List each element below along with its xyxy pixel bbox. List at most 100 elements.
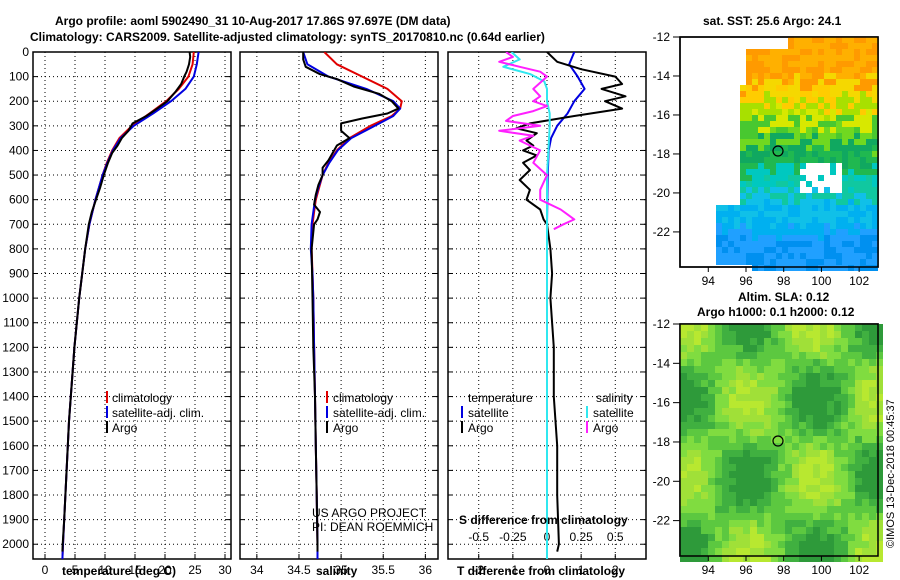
- sla-pixel: [694, 394, 701, 401]
- sla-pixel: [876, 541, 883, 548]
- sst-pixel: [812, 259, 818, 265]
- sst-pixel: [866, 97, 872, 103]
- sla-pixel: [806, 352, 813, 359]
- sla-pixel: [694, 352, 701, 359]
- series-line-temperature-argo: [515, 52, 627, 552]
- sst-pixel: [776, 67, 782, 73]
- sst-pixel: [872, 217, 878, 223]
- sst-pixel: [728, 217, 734, 223]
- sla-pixel: [757, 401, 764, 408]
- sla-pixel: [778, 338, 785, 345]
- sst-pixel: [830, 223, 836, 229]
- sst-pixel: [842, 169, 848, 175]
- sst-pixel: [818, 55, 824, 61]
- sst-pixel: [848, 61, 854, 67]
- sst-pixel: [740, 211, 746, 217]
- sst-pixel: [824, 265, 830, 271]
- sst-pixel: [800, 205, 806, 211]
- sst-pixel: [716, 235, 722, 241]
- sst-pixel: [836, 73, 842, 79]
- sla-pixel: [750, 324, 757, 331]
- sst-pixel: [782, 187, 788, 193]
- depth-tick-labels: 0100200300400500600700800900100011001200…: [2, 45, 29, 551]
- sst-pixel: [776, 247, 782, 253]
- sst-pixel: [842, 97, 848, 103]
- sst-pixel: [794, 55, 800, 61]
- sst-pixel: [770, 133, 776, 139]
- sla-pixel: [708, 471, 715, 478]
- sst-pixel: [866, 199, 872, 205]
- sla-pixel: [722, 422, 729, 429]
- difference-legend-t-satellite: satellite: [468, 406, 509, 420]
- sla-pixel: [820, 443, 827, 450]
- sst-pixel: [830, 109, 836, 115]
- sla-pixel: [743, 478, 750, 485]
- sla-pixel: [792, 485, 799, 492]
- sst-pixel: [788, 37, 794, 43]
- sst-pixel: [866, 193, 872, 199]
- sst-pixel: [734, 229, 740, 235]
- depth-tick-label: 100: [9, 70, 29, 84]
- sst-pixel: [788, 43, 794, 49]
- sst-pixel: [782, 91, 788, 97]
- lat-tick-label: -12: [653, 317, 671, 331]
- sla-pixel: [855, 478, 862, 485]
- sst-pixel: [770, 115, 776, 121]
- sla-pixel: [848, 464, 855, 471]
- sla-pixel: [729, 352, 736, 359]
- sla-pixel: [687, 436, 694, 443]
- sla-pixel: [848, 429, 855, 436]
- sst-pixel: [854, 247, 860, 253]
- sla-pixel: [792, 478, 799, 485]
- sst-pixel: [764, 103, 770, 109]
- sst-pixel: [806, 127, 812, 133]
- sst-pixel: [812, 109, 818, 115]
- sst-pixel: [746, 247, 752, 253]
- sst-pixel: [740, 91, 746, 97]
- sst-pixel: [734, 223, 740, 229]
- sla-pixel: [820, 373, 827, 380]
- sst-pixel: [824, 97, 830, 103]
- sla-pixel: [799, 541, 806, 548]
- sla-pixel: [848, 534, 855, 541]
- sla-pixel: [680, 555, 687, 562]
- sla-pixel: [827, 345, 834, 352]
- sla-pixel: [855, 450, 862, 457]
- sla-pixel: [778, 387, 785, 394]
- sst-pixel: [740, 115, 746, 121]
- sla-pixel: [862, 324, 869, 331]
- sla-pixel: [778, 436, 785, 443]
- series-line-salinity-argo: [498, 52, 576, 231]
- sla-pixel: [736, 492, 743, 499]
- sla-pixel: [876, 464, 883, 471]
- sst-pixel: [830, 145, 836, 151]
- sst-pixel: [830, 247, 836, 253]
- sst-pixel: [746, 187, 752, 193]
- sst-pixel: [836, 157, 842, 163]
- sla-pixel: [771, 541, 778, 548]
- sla-pixel: [813, 408, 820, 415]
- sla-pixel: [708, 478, 715, 485]
- sst-pixel: [836, 109, 842, 115]
- sst-pixel: [824, 61, 830, 67]
- sla-pixel: [715, 457, 722, 464]
- sst-pixel: [806, 259, 812, 265]
- sla-pixel: [743, 492, 750, 499]
- sst-pixel: [782, 211, 788, 217]
- sla-pixel: [778, 415, 785, 422]
- sst-pixel: [842, 133, 848, 139]
- sst-pixel: [854, 175, 860, 181]
- lon-tick-label: 100: [811, 274, 831, 288]
- sla-pixel: [701, 338, 708, 345]
- sst-pixel: [866, 37, 872, 43]
- sla-pixel: [743, 443, 750, 450]
- sst-pixel: [872, 223, 878, 229]
- sst-pixel: [776, 175, 782, 181]
- sla-pixel: [799, 499, 806, 506]
- sst-pixel: [818, 145, 824, 151]
- sst-pixel: [758, 127, 764, 133]
- sst-pixel: [770, 67, 776, 73]
- sst-pixel: [866, 43, 872, 49]
- sla-pixel: [869, 366, 876, 373]
- sst-pixel: [860, 265, 866, 271]
